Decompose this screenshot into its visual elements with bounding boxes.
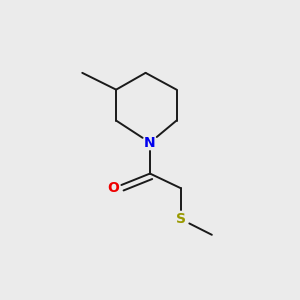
Text: S: S [176,212,186,226]
Text: O: O [107,181,119,195]
Text: N: N [144,136,156,150]
